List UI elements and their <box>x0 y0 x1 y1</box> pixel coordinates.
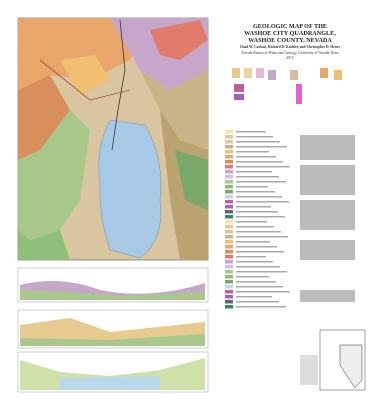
legend-swatch <box>225 220 233 224</box>
cross-sections <box>17 267 209 393</box>
title-line: WASHOE COUNTY, NEVADA <box>248 37 332 44</box>
legend-swatch <box>225 295 233 299</box>
legend-swatch <box>225 205 233 209</box>
legend-swatch <box>225 180 233 184</box>
legend-text-line <box>236 131 266 133</box>
legend-text-line <box>236 216 285 218</box>
legend-swatch <box>225 290 233 294</box>
legend-text-line <box>236 176 279 178</box>
legend-swatch <box>225 155 233 159</box>
legend-swatch <box>225 140 233 144</box>
notes <box>300 135 355 302</box>
legend-text-line <box>236 281 276 283</box>
legend-swatch <box>225 240 233 244</box>
legend-swatch <box>225 305 233 309</box>
legend-text-line <box>236 221 267 223</box>
legend-swatch <box>225 225 233 229</box>
legend-text-line <box>236 231 281 233</box>
legend-swatch <box>225 185 233 189</box>
correlation-chart <box>232 68 342 104</box>
legend-swatch <box>225 130 233 134</box>
legend-swatch <box>225 160 233 164</box>
year: 2015 <box>286 56 293 60</box>
publisher: Nevada Bureau of Mines and Geology, Univ… <box>241 51 338 56</box>
legend-text-line <box>236 271 287 273</box>
legend-text-line <box>236 196 282 198</box>
legend-swatch <box>225 210 233 214</box>
legend-text-line <box>236 226 274 228</box>
legend-swatch <box>225 265 233 269</box>
legend-text-line <box>236 186 268 188</box>
legend-swatch <box>225 145 233 149</box>
legend-text-line <box>236 301 279 303</box>
legend-swatch <box>225 170 233 174</box>
legend-text-line <box>236 296 272 298</box>
legend-swatch <box>225 300 233 304</box>
legend-text-line <box>236 161 283 163</box>
legend-swatch <box>225 235 233 239</box>
legend <box>225 130 290 309</box>
legend-swatch <box>225 270 233 274</box>
legend-swatch <box>225 135 233 139</box>
legend-text-line <box>236 151 269 153</box>
legend-text-line <box>236 171 272 173</box>
legend-text-line <box>236 211 278 213</box>
legend-text-line <box>236 276 269 278</box>
legend-text-line <box>236 266 280 268</box>
legend-text-line <box>236 251 284 253</box>
legend-swatch <box>225 250 233 254</box>
location-map <box>300 329 366 391</box>
legend-swatch <box>225 150 233 154</box>
legend-text-line <box>236 241 270 243</box>
title-line: GEOLOGIC MAP OF THE <box>253 23 327 30</box>
legend-swatch <box>225 200 233 204</box>
legend-text-line <box>236 191 275 193</box>
legend-text-line <box>236 206 271 208</box>
legend-text-line <box>236 136 273 138</box>
legend-text-line <box>236 306 286 308</box>
authors: Chad W. Carlson, Richard D. Koehler, and… <box>240 45 341 49</box>
geologic-map <box>17 17 209 261</box>
legend-swatch <box>225 215 233 219</box>
legend-swatch <box>225 260 233 264</box>
legend-swatch <box>225 280 233 284</box>
title-line: WASHOE CITY QUADRANGLE, <box>244 30 336 37</box>
legend-text-line <box>236 256 266 258</box>
legend-swatch <box>225 230 233 234</box>
legend-text-line <box>236 201 289 203</box>
legend-swatch <box>225 255 233 259</box>
legend-text-line <box>236 146 287 148</box>
legend-text-line <box>236 236 288 238</box>
legend-text-line <box>236 166 290 168</box>
legend-swatch <box>225 245 233 249</box>
legend-text-line <box>236 261 273 263</box>
legend-swatch <box>225 285 233 289</box>
legend-text-line <box>236 181 286 183</box>
legend-swatch <box>225 165 233 169</box>
legend-text-line <box>236 156 276 158</box>
legend-text-line <box>236 286 283 288</box>
legend-text-line <box>236 141 280 143</box>
legend-swatch <box>225 190 233 194</box>
legend-swatch <box>225 195 233 199</box>
legend-text-line <box>236 246 277 248</box>
legend-swatch <box>225 175 233 179</box>
legend-swatch <box>225 275 233 279</box>
legend-text-line <box>236 291 290 293</box>
